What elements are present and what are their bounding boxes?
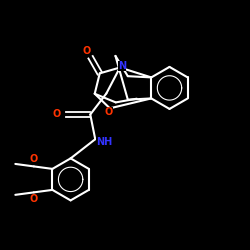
Text: O: O bbox=[53, 110, 61, 120]
Text: O: O bbox=[30, 154, 38, 164]
Text: N: N bbox=[118, 60, 126, 70]
Text: O: O bbox=[83, 46, 91, 56]
Text: O: O bbox=[30, 194, 38, 204]
Text: O: O bbox=[104, 107, 113, 117]
Text: NH: NH bbox=[96, 137, 112, 147]
